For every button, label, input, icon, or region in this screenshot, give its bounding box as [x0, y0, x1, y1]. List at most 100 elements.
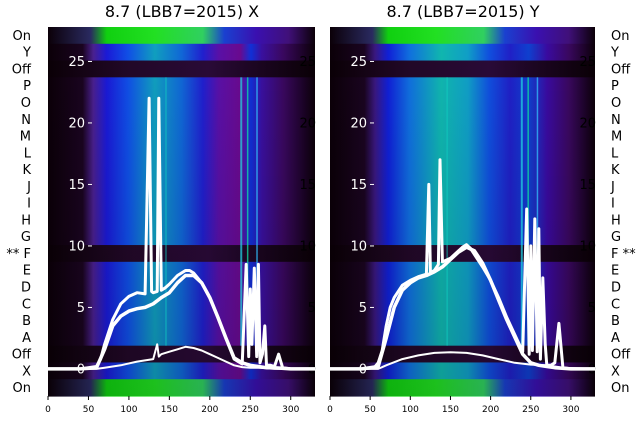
overlay-ytick-label: 20: [579, 116, 596, 131]
xtick-label: 0: [327, 405, 333, 415]
overlay-ytick-label: 10: [350, 239, 367, 254]
row-label: G: [21, 230, 31, 245]
heatmap-streak: [256, 77, 258, 346]
row-label: L: [24, 146, 32, 161]
heatmap-shade: [48, 27, 315, 396]
row-label: P: [611, 79, 619, 94]
overlay-ytick-label: 15: [350, 178, 367, 193]
overlay-ytick-label: 25: [68, 55, 85, 70]
row-label: K: [22, 163, 31, 178]
heatmap-streak: [446, 77, 448, 346]
row-label: D: [21, 280, 31, 295]
row-label: D: [611, 280, 621, 295]
xtick-label: 150: [442, 405, 459, 415]
heatmap-streak: [246, 77, 249, 346]
heatmap-streak: [520, 77, 523, 346]
row-label: G: [611, 230, 621, 245]
row-label: Off: [611, 348, 631, 363]
xtick-label: 200: [201, 405, 218, 415]
row-label: Off: [12, 62, 32, 77]
overlay-ytick-label: 10: [68, 239, 85, 254]
row-label: J: [610, 180, 615, 195]
series-line: [48, 273, 315, 371]
xtick-label: 50: [83, 405, 95, 415]
overlay-ytick-label: 15: [579, 178, 596, 193]
row-label: N: [611, 113, 621, 128]
row-label: Y: [22, 46, 31, 61]
row-label: P: [23, 79, 31, 94]
row-label: X: [22, 364, 31, 379]
overlay-ytick-label: 20: [68, 116, 85, 131]
row-label: A: [611, 331, 620, 346]
row-label: H: [611, 213, 621, 228]
xtick-label: 300: [282, 405, 299, 415]
overlay-ytick-label: 25: [299, 55, 316, 70]
row-label: ** F: [6, 247, 31, 262]
xtick-label: 300: [562, 405, 579, 415]
overlay-ytick-label: 15: [68, 178, 85, 193]
row-label: A: [22, 331, 31, 346]
row-label: L: [611, 146, 619, 161]
xtick-label: 50: [364, 405, 376, 415]
row-label: K: [611, 163, 620, 178]
row-label: C: [611, 297, 620, 312]
row-label: On: [611, 381, 629, 396]
row-label: B: [611, 314, 620, 329]
series-line: [330, 351, 596, 370]
overlay-ytick-label: 10: [579, 239, 596, 254]
heatmap-shade: [330, 27, 595, 396]
row-label: O: [611, 96, 621, 111]
row-label: M: [611, 130, 622, 145]
xtick-label: 0: [45, 405, 51, 415]
row-label: Y: [610, 46, 619, 61]
chart-title: 8.7 (LBB7=2015) X: [105, 2, 259, 21]
row-label: N: [21, 113, 31, 128]
row-label: On: [611, 29, 629, 44]
row-label: F **: [611, 247, 636, 262]
heatmap-streak: [240, 77, 243, 346]
chart-title: 8.7 (LBB7=2015) Y: [386, 2, 539, 21]
heatmap: [48, 27, 315, 397]
row-label: H: [21, 213, 31, 228]
overlay-ytick-label: 25: [350, 55, 367, 70]
row-label: J: [26, 180, 31, 195]
heatmap: [330, 27, 595, 397]
row-label: E: [611, 264, 619, 279]
row-label: E: [23, 264, 31, 279]
overlay-ytick-label: 5: [308, 301, 316, 316]
row-label: O: [21, 96, 31, 111]
xtick-label: 250: [522, 405, 539, 415]
heatmap-streak: [536, 77, 539, 346]
row-label: On: [13, 381, 31, 396]
row-label: I: [611, 197, 615, 212]
xtick-label: 100: [120, 405, 137, 415]
xtick-label: 200: [482, 405, 499, 415]
heatmap-streak: [165, 77, 167, 346]
xtick-label: 250: [242, 405, 259, 415]
overlay-ytick-label: 25: [579, 55, 596, 70]
row-label: On: [13, 29, 31, 44]
row-label: Off: [12, 348, 32, 363]
xtick-label: 150: [161, 405, 178, 415]
overlay-ytick-label: 15: [299, 178, 316, 193]
overlay-ytick-label: 5: [77, 301, 85, 316]
row-label: B: [22, 314, 31, 329]
overlay-ytick-label: 20: [350, 116, 367, 131]
row-label: X: [611, 364, 620, 379]
overlay-ytick-label: 5: [359, 301, 367, 316]
overlay-ytick-label: 10: [299, 239, 316, 254]
row-label: I: [27, 197, 31, 212]
row-label: Off: [611, 62, 631, 77]
series-line: [330, 158, 595, 371]
row-label: M: [20, 130, 31, 145]
series-line: [48, 343, 315, 370]
xtick-label: 100: [402, 405, 419, 415]
overlay-ytick-label: 5: [588, 301, 596, 316]
overlay-ytick-label: 20: [299, 116, 316, 131]
row-label: C: [22, 297, 31, 312]
